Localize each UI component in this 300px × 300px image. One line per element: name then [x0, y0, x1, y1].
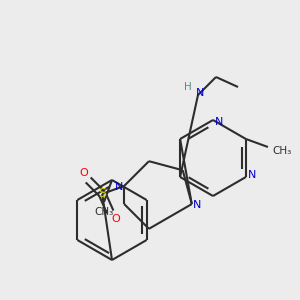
Text: N: N — [193, 200, 201, 210]
Text: CH₃: CH₃ — [272, 146, 292, 156]
Text: CH₃: CH₃ — [94, 207, 114, 217]
Text: N: N — [215, 117, 223, 127]
Text: H: H — [184, 82, 192, 92]
Text: O: O — [112, 214, 121, 224]
Text: N: N — [248, 170, 256, 180]
Text: O: O — [80, 168, 88, 178]
Text: N: N — [115, 182, 123, 192]
Text: S: S — [98, 188, 106, 200]
Text: N: N — [196, 88, 204, 98]
